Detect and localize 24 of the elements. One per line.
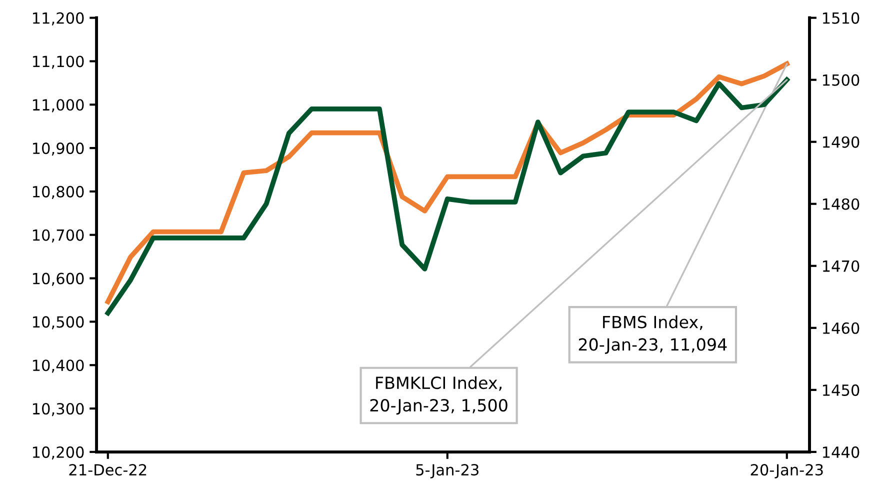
y-tick-label: 10,800 [32,186,84,200]
y2-tick-label: 1480 [823,198,860,210]
y2-tick-label: 1510 [823,12,860,24]
y2-tick-label: 1500 [823,74,860,86]
y-tick-label: 10,400 [32,360,84,373]
y-tick-label: 10,700 [32,229,84,242]
y2-tick-label: 1470 [823,260,860,272]
y-tick-label: 10,200 [32,446,84,460]
y2-tick-label: 1490 [823,136,860,148]
y2-tick-label: 1460 [823,322,860,334]
y-tick-label: 11,100 [32,56,84,69]
x-tick-label: 5-Jan-23 [416,464,478,478]
x-tick-label: 20-Jan-23 [750,464,823,478]
y-tick-label: 10,900 [32,142,84,156]
y2-tick-label: 1440 [823,446,860,458]
y-tick-label: 10,600 [32,272,84,286]
x-tick-label: 21-Dec-22 [69,464,146,476]
y2-tick-label: 1450 [823,384,860,396]
y-tick-label: 11,200 [32,12,84,26]
y-tick-label: 10,500 [32,316,84,330]
y-tick-label: 10,300 [32,402,84,416]
y-tick-label: 11,000 [32,99,84,112]
annotation: FBMS Index, 20-Jan-23, 11,094 [578,315,727,354]
annotation: FBMKLCI Index, 20-Jan-23, 1,500 [370,376,508,415]
